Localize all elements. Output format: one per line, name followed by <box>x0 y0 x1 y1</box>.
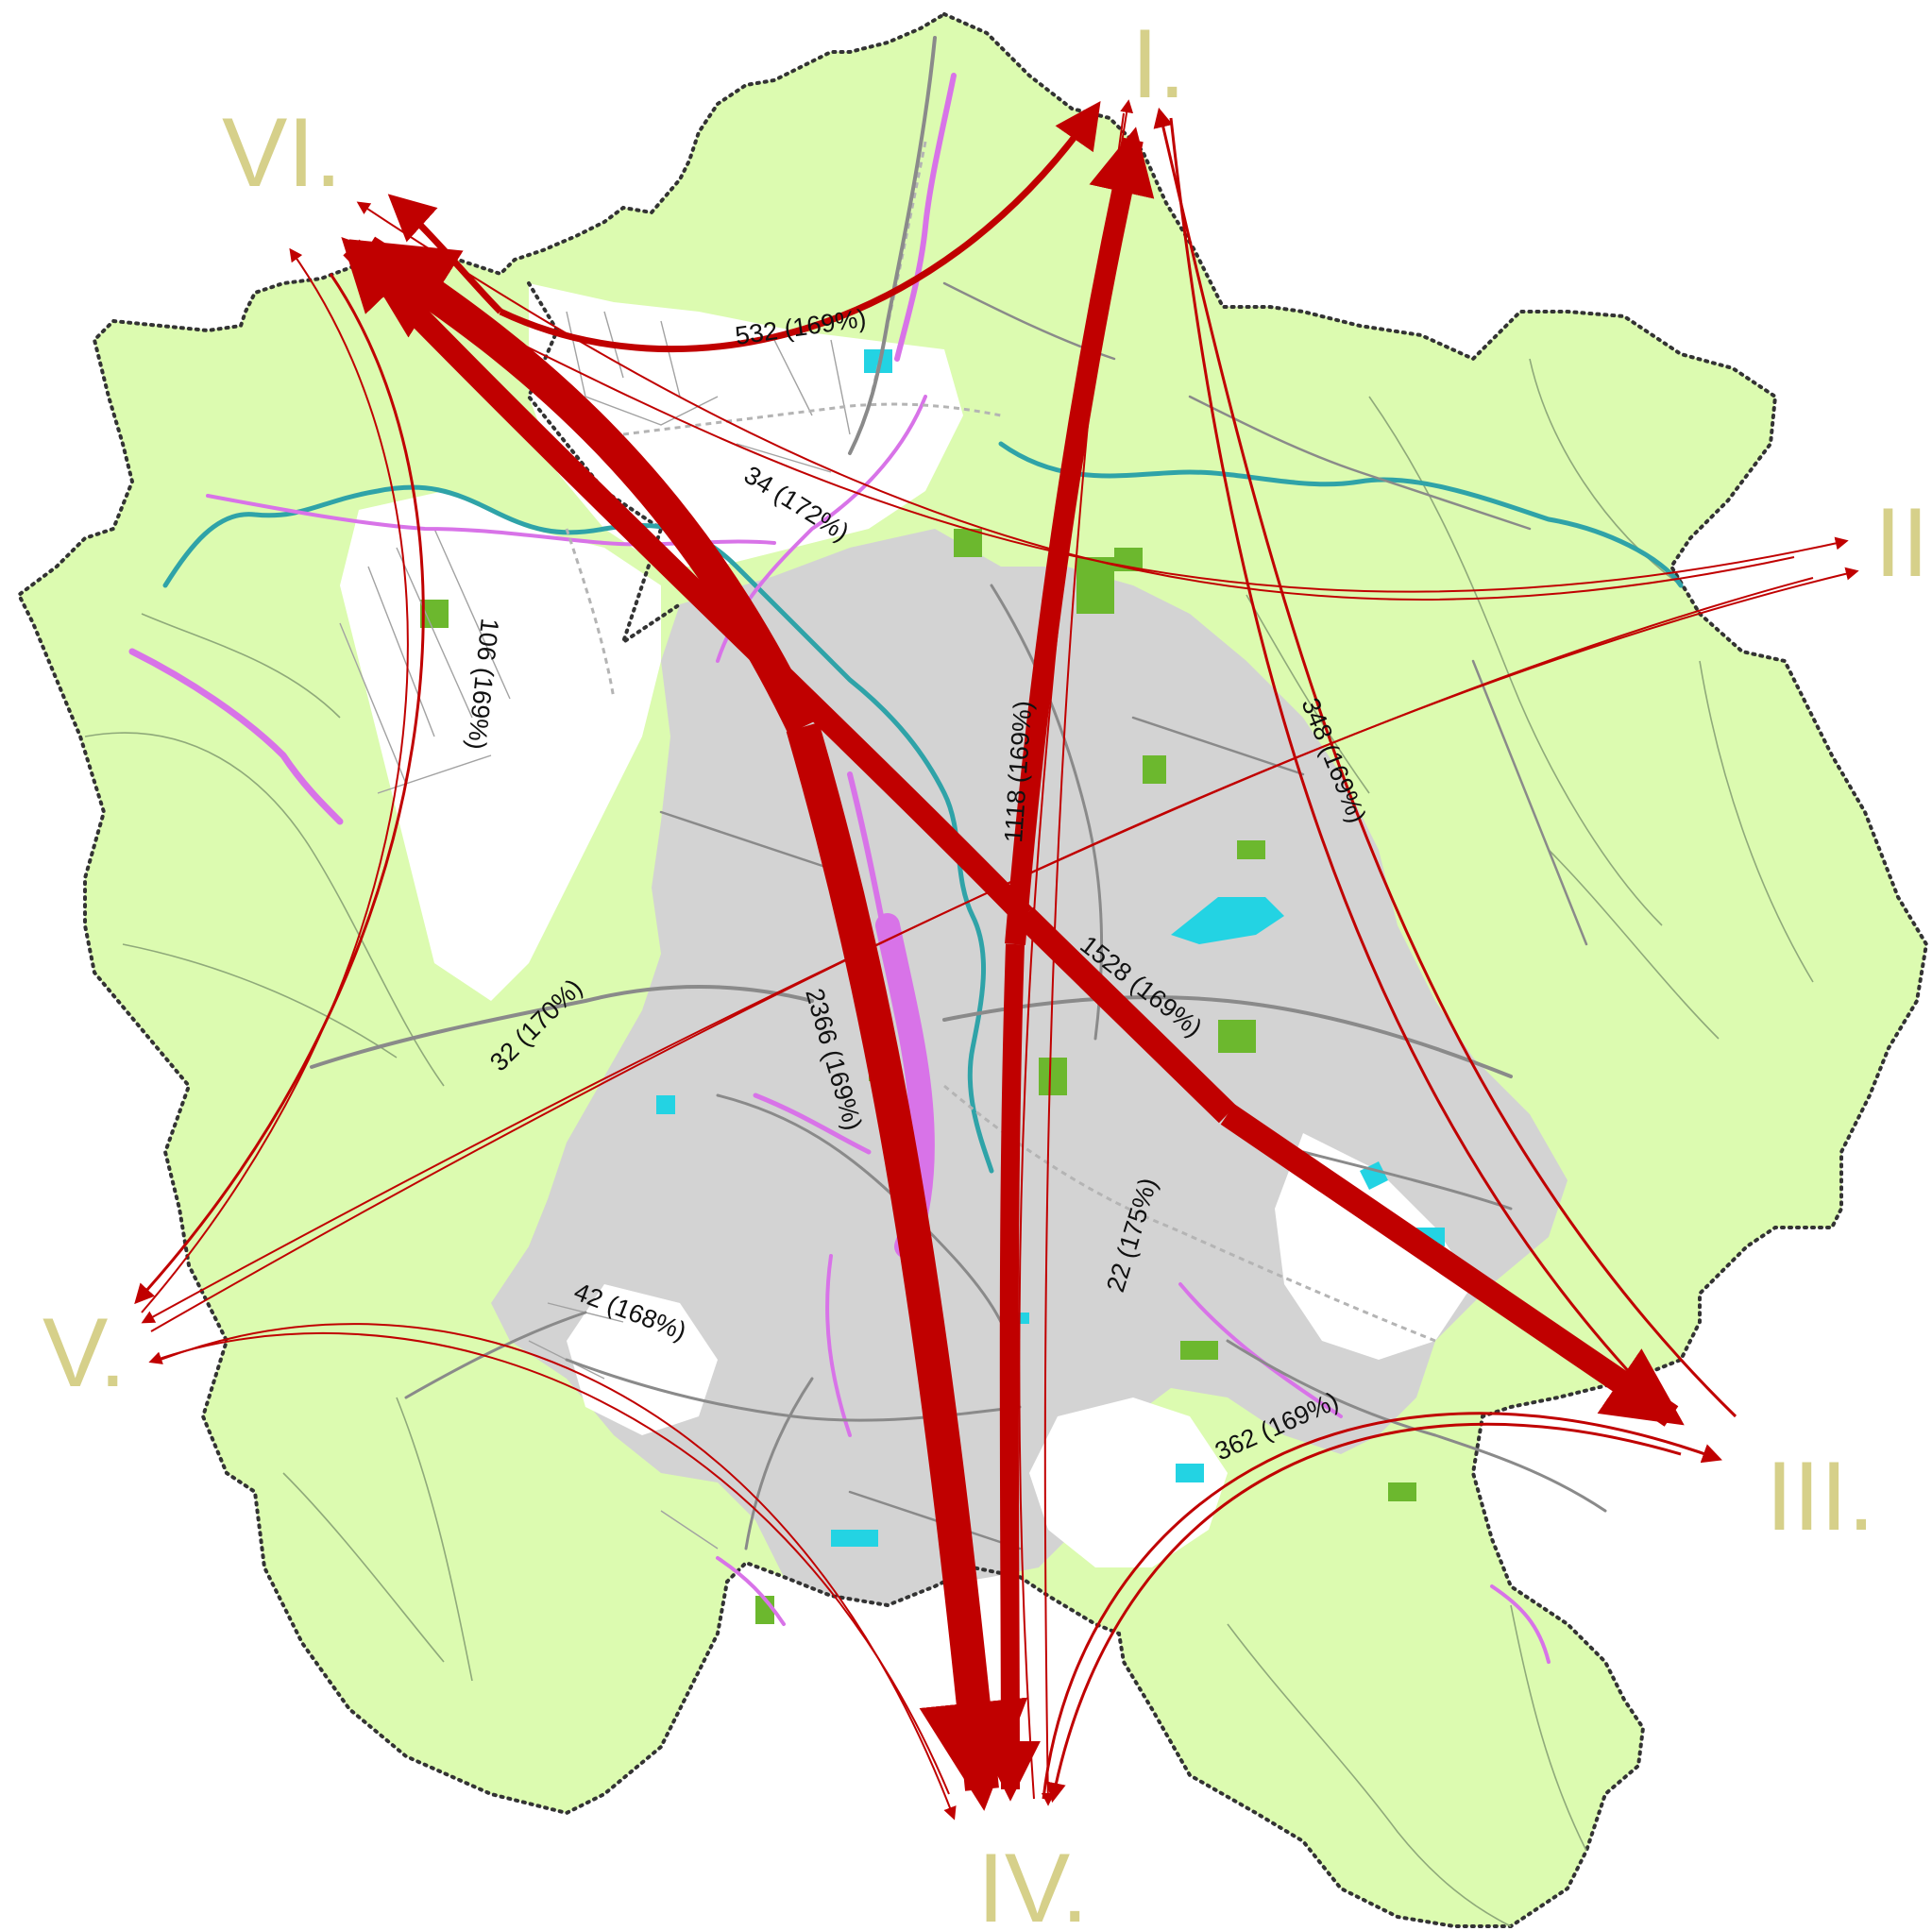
flow-arrow-i-iv-thin <box>1041 112 1125 1806</box>
flow-arrow-ii-vi <box>356 201 1795 601</box>
river <box>162 484 994 1174</box>
zone-label-iii: III. <box>1766 1442 1875 1551</box>
parks <box>420 529 1416 1624</box>
flow-arrow-iv-i <box>1005 127 1155 945</box>
flow-arrow-iii-iv <box>1046 1422 1682 1804</box>
zone-label-ii: II <box>1874 488 1929 598</box>
flow-arrow-vi-i <box>499 100 1101 353</box>
zone-label-i: I. <box>1131 9 1186 119</box>
open-land <box>1029 1397 1228 1567</box>
flow-arrow-i-iii <box>1169 117 1674 1419</box>
water-bodies <box>656 349 1445 1547</box>
field-parcels <box>339 311 851 1550</box>
flow-arrow-iii-vi <box>341 236 1033 924</box>
river-east <box>998 441 1684 588</box>
municipal-boundary <box>16 11 1929 1928</box>
zone-labels: I. II III. IV. V. VI. <box>42 9 1929 1931</box>
flow-arrow-vi-iii-mid <box>1015 906 1237 1124</box>
zone-label-v: V. <box>42 1298 127 1408</box>
flow-arrow-iv-i-thin <box>1018 99 1134 1800</box>
flow-arrow-vi-v <box>134 273 425 1305</box>
urban-area <box>491 529 1568 1605</box>
flow-arrow-ii-v <box>141 577 1814 1324</box>
streams <box>84 358 1814 1927</box>
zone-label-iv: IV. <box>977 1834 1089 1931</box>
flow-arrow-i-iv <box>979 943 1041 1802</box>
flow-arrow-iv-iii <box>1042 1412 1722 1800</box>
flow-arrows <box>134 99 1859 1821</box>
flow-arrow-iv-v <box>148 1332 950 1795</box>
flow-arrow-i-vi <box>387 194 503 314</box>
zone-label-vi: VI. <box>222 98 342 208</box>
flow-arrow-vi-iv <box>786 721 1028 1811</box>
flow-arrow-vi-ii <box>396 282 1849 593</box>
flow-arrow-vi-iii <box>1220 1104 1685 1427</box>
open-land <box>567 1284 718 1435</box>
flow-arrow-iii-i <box>1153 107 1737 1418</box>
flow-arrow-v-vi <box>141 247 409 1313</box>
